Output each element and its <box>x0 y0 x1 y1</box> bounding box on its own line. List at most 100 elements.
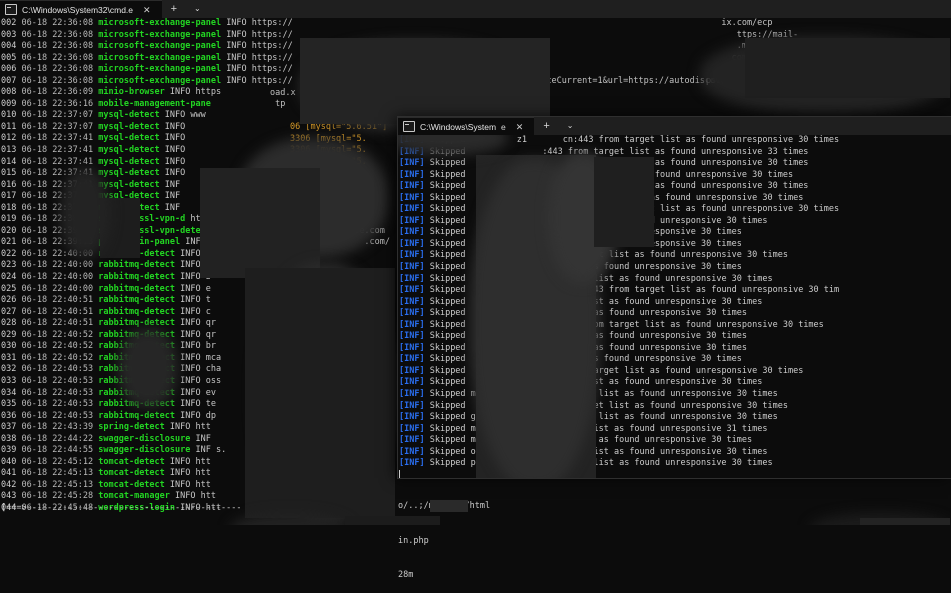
log-level: INFO <box>180 341 206 352</box>
log-level-inf: [INF] <box>399 435 430 446</box>
log-line-number: 018 <box>1 202 22 213</box>
log-level: INFO <box>180 364 206 375</box>
log-timestamp: 06-18 22:37:41 <box>21 191 99 202</box>
log-message: from target list as found unresponsive 3… <box>537 389 778 400</box>
log-line-number: 036 <box>1 410 22 421</box>
log-line: 006 06-18 22:36:08 microsoft-exchange-pa… <box>1 64 951 76</box>
log-level-inf: [INF] <box>399 446 430 457</box>
log-template-name: mysql-detect <box>98 145 165 156</box>
log-line-number: 028 <box>1 318 22 329</box>
tab-title: C:\Windows\System <box>420 121 497 132</box>
log-level: INF <box>164 191 186 202</box>
log-host: :443 <box>470 146 568 157</box>
log-template-name: microsoft-exchange-panel <box>98 52 227 63</box>
log-level: INFO <box>169 468 196 479</box>
log-level-inf: [INF] <box>399 296 430 307</box>
mysql-version-fragment: 3306 [mysql="5. <box>290 156 367 167</box>
log-level-inf: [INF] <box>399 135 430 145</box>
log-url: te <box>205 399 216 410</box>
cmd-console-icon <box>5 4 17 15</box>
log-level-inf: [INF] <box>399 250 430 261</box>
log-host: newst <box>470 331 533 342</box>
log-action: Skipped <box>429 308 471 319</box>
log-line-number: 002 <box>1 18 22 28</box>
log-host: mx1 x.com: <box>470 435 538 446</box>
log-line: 010 06-18 22:37:07 mysql-detect INFO www <box>1 110 951 122</box>
close-icon[interactable]: ✕ <box>143 4 151 15</box>
log-action: Skipped <box>429 354 471 365</box>
log-timestamp: 06-18 22:37:41 <box>21 133 99 144</box>
log-level-inf: [INF] <box>399 319 430 330</box>
log-line: 037 06-18 22:43:39 spring-detect INFO ht… <box>1 422 951 434</box>
log-message: rom target list as found unresponsive 30… <box>537 458 773 469</box>
log-host: ix.c <box>470 238 527 249</box>
log-url: s. <box>215 445 227 456</box>
log-line: [INF] Skipped :443 from target list as f… <box>399 147 951 159</box>
log-line: [INF] Skipped s.com argct list as found … <box>399 354 951 366</box>
cmd-console-icon <box>403 121 415 132</box>
log-line: 041 06-18 22:45:13 tomcat-detect INFO ht… <box>1 468 951 480</box>
log-timestamp: 06-18 22:36:08 <box>21 75 99 86</box>
log-line-number: 015 <box>1 168 22 179</box>
log-level-inf: [INF] <box>399 377 430 388</box>
log-timestamp: 06-18 22:36:08 <box>21 52 99 63</box>
terminal-window-foreground[interactable]: C:\Windows\System e ✕ + ⌄ [INF] Skipped … <box>398 117 951 478</box>
log-level-inf: [INF] <box>399 146 430 157</box>
log-level-inf: [INF] <box>399 181 430 192</box>
chevron-down-icon[interactable]: ⌄ <box>558 117 582 135</box>
tab-cmd-main[interactable]: C:\Windows\System32\cmd.e ✕ <box>0 0 162 18</box>
log-level: INFO <box>164 156 191 167</box>
log-url: https:// <box>251 75 293 86</box>
log-level-inf: [INF] <box>399 458 430 469</box>
tab-title-tail: e <box>501 121 506 132</box>
log-line-number: 024 <box>1 272 22 283</box>
log-line-number: 009 <box>1 98 22 109</box>
log-line: 036 06-18 22:40:53 rabbitmq-detect INFO … <box>1 411 951 423</box>
log-template-name: microsoft-exchange-panel <box>98 18 227 28</box>
log-host: m jx.com <box>470 389 538 400</box>
log-timestamp: 06-18 22:36:16 <box>21 98 99 109</box>
log-action: Skipped <box>429 446 471 457</box>
log-level: INF <box>164 179 186 190</box>
mysql-version-fragment: [mysql="5. <box>306 214 358 225</box>
log-action: Skipped <box>429 377 471 388</box>
log-template-name: mysql-detect <box>98 202 165 213</box>
log-action: Skipped <box>429 181 471 192</box>
log-level: INFO <box>180 502 206 513</box>
behind-line-3: 28m <box>398 570 414 581</box>
log-url: https:// <box>251 64 293 75</box>
log-message: target list as found unresponsive 30 tim… <box>537 435 753 446</box>
new-tab-button[interactable]: + <box>534 117 559 135</box>
log-url-fragment: oad.x h ../minio/login <box>270 87 439 98</box>
tab-cmd-foreground[interactable]: C:\Windows\System e ✕ <box>398 117 535 135</box>
log-line: 038 06-18 22:44:22 swagger-disclosure IN… <box>1 434 951 446</box>
log-timestamp: 06-18 22:40:00 <box>21 272 99 283</box>
log-message: 443 from target list as found unresponsi… <box>526 250 788 261</box>
log-template-name: rabbitmq-detect <box>98 260 181 271</box>
log-timestamp: 06-18 22:40:52 <box>21 329 99 340</box>
log-template-name: mysql-detect <box>98 168 165 179</box>
log-level: INFO <box>226 18 252 28</box>
log-action: Skipped <box>429 250 471 261</box>
log-line-number: 016 <box>1 179 22 190</box>
log-action: Skipped <box>429 435 471 446</box>
close-icon[interactable]: ✕ <box>515 121 524 132</box>
log-timestamp: 06-18 22:40:00 <box>21 283 99 294</box>
log-line-number: 044 <box>1 502 22 513</box>
log-line: [INF] Skipped ited from target list as f… <box>399 216 951 228</box>
log-timestamp: 06-18 22:44:22 <box>21 433 99 444</box>
log-host: z1 cn:443 <box>470 135 599 145</box>
log-timestamp: 06-18 22:40:51 <box>21 295 99 306</box>
log-level: INFO <box>180 387 206 398</box>
log-line-number: 003 <box>1 29 22 40</box>
new-tab-button[interactable]: + <box>161 0 186 18</box>
log-level: INFO <box>180 410 206 421</box>
log-template-name: rabbitmq-detect <box>98 283 181 294</box>
log-level: INFO <box>180 352 206 363</box>
log-line: 003 06-18 22:36:08 microsoft-exchange-pa… <box>1 30 951 42</box>
log-message: argct list as found unresponsive 30 time… <box>532 354 742 365</box>
log-line: 025 06-18 22:40:00 rabbitmq-detect INFO … <box>1 284 951 296</box>
chevron-down-icon[interactable]: ⌄ <box>186 0 209 18</box>
log-url-fragment: .m/ecp <box>706 41 768 52</box>
log-line: [INF] Skipped ay.c target list as found … <box>399 262 951 274</box>
